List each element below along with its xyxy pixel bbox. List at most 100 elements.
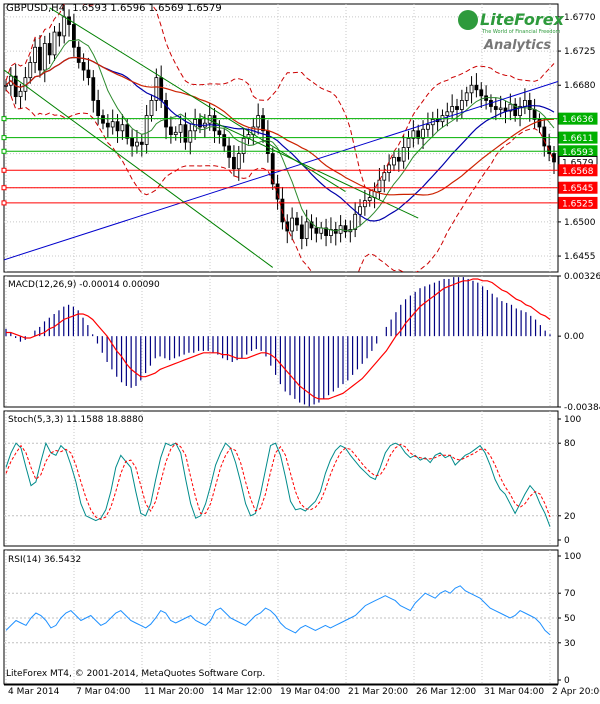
- candle-body: [18, 90, 23, 98]
- y-tick-label: 50: [564, 614, 576, 624]
- candle-body: [144, 115, 149, 145]
- x-tick-label: 4 Mar 2014: [8, 687, 60, 697]
- candle-body: [523, 100, 527, 107]
- macd-signal-line: [6, 278, 551, 400]
- candle-body: [304, 221, 309, 239]
- level-tag: [558, 112, 598, 125]
- y-tick-label: 100: [564, 415, 581, 425]
- y-tick-label: 0.00: [564, 332, 584, 342]
- ohlc-values: 1.6593 1.6596 1.6569 1.6579: [72, 3, 222, 14]
- candle-body: [96, 100, 101, 117]
- candle-body: [261, 115, 265, 132]
- x-tick-label: 11 Mar 20:00: [144, 687, 204, 697]
- symbol-label: GBPUSD,H4: [6, 3, 66, 14]
- copyright: LiteForex MT4, © 2001-2014, MetaQuotes S…: [6, 669, 266, 679]
- candle-body: [47, 43, 52, 56]
- candle-body: [4, 84, 8, 87]
- y-tick-label: 1.6680: [564, 81, 596, 91]
- candle-body: [542, 126, 547, 147]
- x-tick-label: 26 Mar 12:00: [416, 687, 476, 697]
- candle-body: [299, 224, 304, 239]
- candle-body: [149, 100, 154, 117]
- candle-body: [76, 46, 81, 63]
- level-anchor: [1, 200, 7, 206]
- candle-body: [290, 217, 295, 232]
- candle-body: [498, 107, 503, 110]
- stoch-title: Stoch(5,3,3) 11.1588 18.8880: [8, 415, 144, 425]
- level-tag-label: 1.6593: [562, 148, 594, 158]
- candle-body: [387, 164, 392, 173]
- y-tick-label: 20: [564, 512, 576, 522]
- channel-lower-line: [4, 69, 274, 268]
- candle-body: [367, 197, 372, 202]
- envelope-upper-line: [5, 4, 555, 192]
- candle-body: [319, 227, 324, 234]
- level-tag-label: 1.6579: [562, 158, 594, 168]
- candle-body: [57, 31, 62, 37]
- candle-body: [459, 100, 464, 110]
- candle-body: [130, 137, 134, 147]
- candle-body: [86, 69, 91, 79]
- logo: LiteForex The World of Financial Freedom…: [458, 8, 564, 58]
- y-tick-label: 0: [564, 536, 570, 546]
- candle-body: [81, 62, 86, 71]
- candle-body: [222, 134, 227, 147]
- candle-body: [353, 213, 358, 230]
- candle-body: [91, 77, 96, 101]
- candle-body: [168, 126, 173, 135]
- chart-header: GBPUSD,H4 1.6593 1.6596 1.6569 1.6579: [6, 3, 222, 14]
- candle-body: [377, 179, 382, 192]
- candle-body: [493, 106, 498, 110]
- candle-body: [421, 128, 425, 139]
- candle-body: [401, 147, 406, 162]
- level-tag-label: 1.6525: [562, 199, 594, 209]
- stoch-main-line: [5, 441, 551, 527]
- candle-body: [188, 130, 193, 143]
- candle-body: [508, 103, 513, 112]
- candle-body: [392, 156, 396, 166]
- candle-body: [241, 137, 246, 154]
- candle-body: [518, 106, 522, 117]
- candle-body: [232, 156, 236, 170]
- pane-frame: [3, 549, 559, 685]
- level-anchor: [1, 185, 7, 191]
- level-tag: [558, 131, 598, 144]
- candle-body: [270, 153, 275, 185]
- x-tick-label: 14 Mar 12:00: [212, 687, 272, 697]
- logo-brand: LiteForex: [480, 10, 564, 29]
- macd-title: MACD(12,26,9) -0.00014 0.00090: [8, 280, 160, 290]
- y-tick-label: 100: [564, 552, 581, 562]
- rsi-line: [5, 585, 551, 636]
- logo-mark-icon: [458, 10, 478, 30]
- candle-body: [110, 121, 115, 128]
- candle-body: [343, 225, 348, 233]
- candle-body: [324, 227, 328, 236]
- stoch-signal-line: [5, 442, 551, 520]
- level-tag-label: 1.6545: [562, 184, 594, 194]
- y-tick-label: 1.6500: [564, 218, 596, 228]
- level-tag-label: 1.6636: [562, 115, 594, 125]
- candle-body: [135, 141, 139, 147]
- price-plot: [4, 4, 558, 272]
- candle-body: [28, 62, 33, 79]
- candle-body: [125, 124, 130, 139]
- candle-body: [479, 89, 484, 97]
- candle-body: [382, 172, 387, 181]
- x-tick-label: 7 Mar 04:00: [76, 687, 131, 697]
- candle-body: [532, 109, 537, 120]
- candle-body: [411, 130, 416, 139]
- candle-body: [275, 183, 280, 200]
- candle-body: [115, 121, 120, 132]
- logo-product: Analytics: [484, 38, 552, 53]
- x-tick-label: 19 Mar 04:00: [280, 687, 340, 697]
- candle-body: [42, 43, 47, 71]
- logo-tagline: The World of Financial Freedom: [482, 29, 561, 35]
- candle-body: [33, 46, 37, 63]
- candle-body: [537, 118, 542, 128]
- candle-body: [154, 77, 159, 101]
- y-tick-label: -0.00384: [564, 403, 600, 413]
- candle-body: [358, 206, 362, 215]
- candle-body: [71, 24, 76, 48]
